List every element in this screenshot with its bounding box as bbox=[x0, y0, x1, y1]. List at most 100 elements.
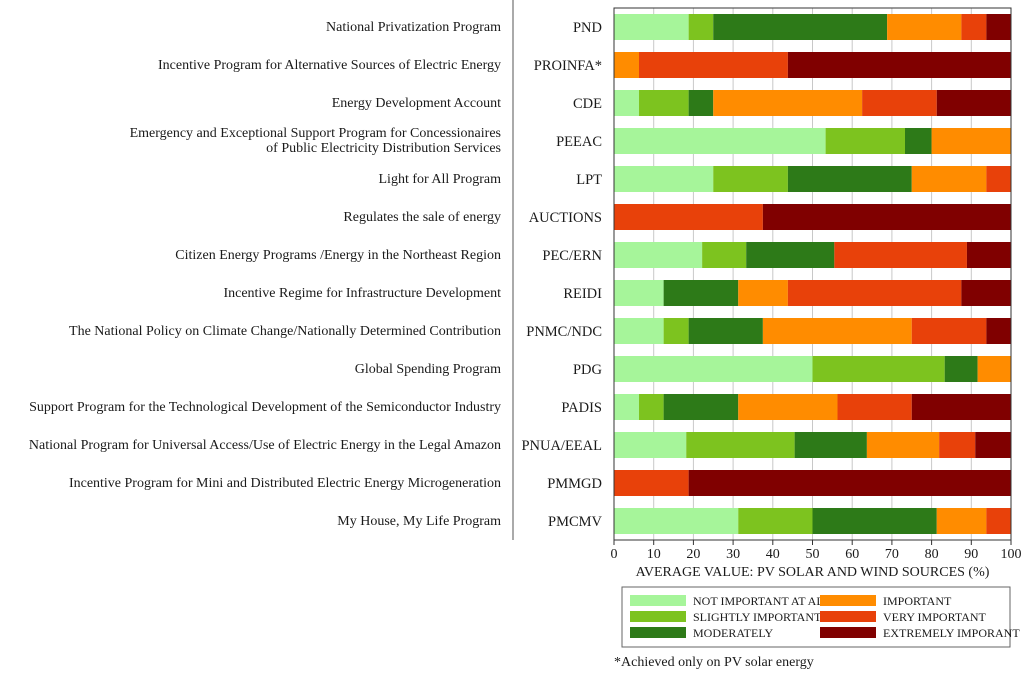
bar-segment bbox=[762, 318, 912, 344]
category-label: PROINFA* bbox=[534, 58, 602, 74]
program-name: National Privatization Program bbox=[326, 20, 501, 35]
program-name: Incentive Program for Alternative Source… bbox=[158, 58, 501, 73]
legend-box bbox=[621, 586, 1011, 648]
legend-label: VERY IMPORTANT bbox=[883, 610, 987, 624]
x-tick-label: 0 bbox=[611, 547, 618, 562]
bar-segment bbox=[986, 508, 1011, 534]
x-tick-label: 50 bbox=[806, 547, 820, 562]
bar-segment bbox=[688, 318, 763, 344]
bar-segment bbox=[977, 356, 1011, 382]
bar-segment bbox=[944, 356, 978, 382]
legend-label: NOT IMPORTANT AT ALL bbox=[693, 594, 831, 608]
legend-swatch bbox=[820, 627, 876, 638]
legend-swatch bbox=[630, 595, 686, 606]
category-label: PND bbox=[573, 20, 602, 36]
category-label: PEEAC bbox=[556, 134, 602, 150]
bar-segment bbox=[663, 394, 739, 420]
bar-segment bbox=[614, 356, 813, 382]
bar-segment bbox=[702, 242, 747, 268]
x-tick-label: 70 bbox=[885, 547, 899, 562]
bar-segment bbox=[738, 508, 813, 534]
bar-segment bbox=[614, 166, 714, 192]
program-name: of Public Electricity Distribution Servi… bbox=[266, 141, 501, 156]
bar-segment bbox=[936, 508, 987, 534]
bar-segment bbox=[614, 204, 763, 230]
bar-segment bbox=[614, 90, 640, 116]
bar-segment bbox=[639, 52, 788, 78]
bar-segment bbox=[961, 14, 987, 40]
bar-segment bbox=[931, 128, 1011, 154]
bar-segment bbox=[837, 394, 912, 420]
bar-segment bbox=[911, 318, 987, 344]
program-name: My House, My Life Program bbox=[337, 514, 501, 529]
bar-segment bbox=[663, 280, 739, 306]
bar-segment bbox=[787, 166, 912, 192]
bar-segment bbox=[961, 280, 1011, 306]
bar-segment bbox=[614, 394, 640, 420]
bar-segment bbox=[713, 90, 863, 116]
category-label: PDG bbox=[573, 362, 603, 378]
bar-segment bbox=[887, 14, 962, 40]
x-tick-label: 30 bbox=[726, 547, 740, 562]
bar-segment bbox=[862, 90, 937, 116]
category-label: CDE bbox=[573, 96, 602, 112]
bar-segment bbox=[614, 128, 826, 154]
x-tick-label: 10 bbox=[647, 547, 661, 562]
bar-segment bbox=[986, 318, 1011, 344]
category-label: REIDI bbox=[563, 286, 602, 302]
category-label: LPT bbox=[576, 172, 602, 188]
bar-segment bbox=[939, 432, 976, 458]
bar-segment bbox=[614, 242, 703, 268]
bar-segment bbox=[614, 508, 739, 534]
bar-segment bbox=[911, 166, 987, 192]
x-tick-label: 90 bbox=[964, 547, 978, 562]
bar-segment bbox=[614, 52, 640, 78]
program-name: Incentive Program for Mini and Distribut… bbox=[69, 476, 501, 491]
bar-segment bbox=[639, 394, 664, 420]
program-name: Incentive Regime for Infrastructure Deve… bbox=[223, 286, 501, 301]
legend-label: IMPORTANT bbox=[883, 594, 952, 608]
bar-segment bbox=[688, 470, 1011, 496]
x-tick-label: 40 bbox=[766, 547, 780, 562]
bar-segment bbox=[614, 432, 687, 458]
bar-segment bbox=[614, 470, 689, 496]
program-name: The National Policy on Climate Change/Na… bbox=[69, 324, 501, 339]
legend-label: EXTREMELY IMPORANT bbox=[883, 626, 1020, 640]
bar-segment bbox=[713, 14, 888, 40]
bar-segment bbox=[663, 318, 689, 344]
bar-segment bbox=[905, 128, 932, 154]
category-label: PMMGD bbox=[547, 476, 602, 492]
x-axis-title: AVERAGE VALUE: PV SOLAR AND WIND SOURCES… bbox=[636, 565, 990, 580]
program-name: Support Program for the Technological De… bbox=[29, 400, 501, 415]
category-label: PEC/ERN bbox=[542, 248, 602, 264]
x-tick-label: 20 bbox=[686, 547, 700, 562]
bar-segment bbox=[936, 90, 1011, 116]
bar-segment bbox=[866, 432, 940, 458]
legend-label: SLIGHTLY IMPORTANT bbox=[693, 610, 822, 624]
bar-segment bbox=[812, 356, 945, 382]
bar-segment bbox=[614, 14, 689, 40]
bar-segment bbox=[812, 508, 937, 534]
bar-segment bbox=[825, 128, 906, 154]
bar-segment bbox=[975, 432, 1011, 458]
bar-segment bbox=[787, 280, 962, 306]
footnote: *Achieved only on PV solar energy bbox=[614, 655, 814, 670]
bar-segment bbox=[614, 318, 664, 344]
bar-segment bbox=[986, 166, 1011, 192]
legend-swatch bbox=[820, 611, 876, 622]
bar-segment bbox=[794, 432, 867, 458]
x-tick-label: 100 bbox=[1001, 547, 1022, 562]
bar-segment bbox=[762, 204, 1011, 230]
program-name: National Program for Universal Access/Us… bbox=[29, 438, 501, 453]
bar-segment bbox=[834, 242, 967, 268]
program-name: Emergency and Exceptional Support Progra… bbox=[130, 126, 501, 141]
bar-segment bbox=[686, 432, 795, 458]
bar-segment bbox=[911, 394, 1011, 420]
bar-segment bbox=[738, 280, 788, 306]
category-label: AUCTIONS bbox=[529, 210, 602, 226]
program-name: Citizen Energy Programs /Energy in the N… bbox=[175, 248, 501, 263]
bar-segment bbox=[688, 90, 714, 116]
category-label: PADIS bbox=[561, 400, 602, 416]
bar-segment bbox=[738, 394, 838, 420]
program-name: Light for All Program bbox=[379, 172, 502, 187]
